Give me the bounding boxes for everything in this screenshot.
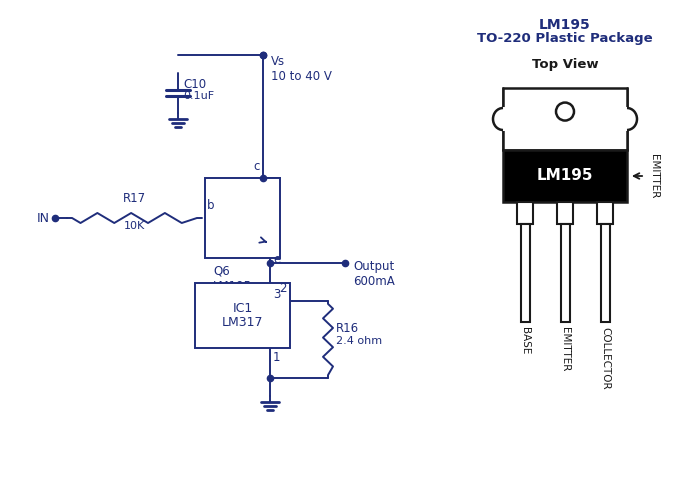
Text: R17: R17 — [123, 192, 146, 205]
Bar — [597, 202, 613, 224]
Circle shape — [556, 103, 574, 121]
Text: 3: 3 — [273, 288, 280, 301]
Bar — [503, 150, 627, 202]
Text: BASE: BASE — [520, 327, 530, 354]
Text: LM195: LM195 — [539, 18, 591, 32]
Text: b: b — [207, 199, 215, 212]
Text: e: e — [273, 253, 280, 266]
Bar — [561, 224, 570, 322]
Text: 1: 1 — [273, 351, 280, 364]
Text: TO-220 Plastic Package: TO-220 Plastic Package — [477, 32, 653, 45]
Text: IC1
LM317: IC1 LM317 — [222, 301, 263, 330]
Bar — [493, 108, 505, 130]
Text: R16: R16 — [336, 321, 359, 334]
Text: 2.4 ohm: 2.4 ohm — [336, 337, 382, 346]
Text: Output
600mA: Output 600mA — [353, 260, 395, 288]
Bar — [521, 224, 530, 322]
Text: Q6
LM195: Q6 LM195 — [213, 265, 252, 293]
Bar — [205, 178, 280, 258]
Circle shape — [223, 196, 267, 240]
Text: EMITTER: EMITTER — [649, 154, 659, 198]
Text: 10K: 10K — [124, 221, 145, 231]
Text: c: c — [254, 160, 260, 173]
Bar — [503, 88, 627, 150]
Text: C10: C10 — [183, 78, 206, 91]
Bar — [195, 283, 290, 348]
Text: 2: 2 — [279, 282, 287, 295]
Text: IN: IN — [37, 212, 50, 225]
Text: 0.1uF: 0.1uF — [183, 91, 214, 101]
Text: LM195: LM195 — [537, 169, 593, 183]
Bar — [557, 202, 573, 224]
Bar — [625, 108, 637, 130]
Text: COLLECTOR: COLLECTOR — [600, 327, 610, 389]
Bar — [601, 224, 610, 322]
Text: Top View: Top View — [532, 58, 598, 71]
Bar — [517, 202, 533, 224]
Text: Vs
10 to 40 V: Vs 10 to 40 V — [271, 55, 332, 83]
Text: EMITTER: EMITTER — [560, 327, 570, 371]
